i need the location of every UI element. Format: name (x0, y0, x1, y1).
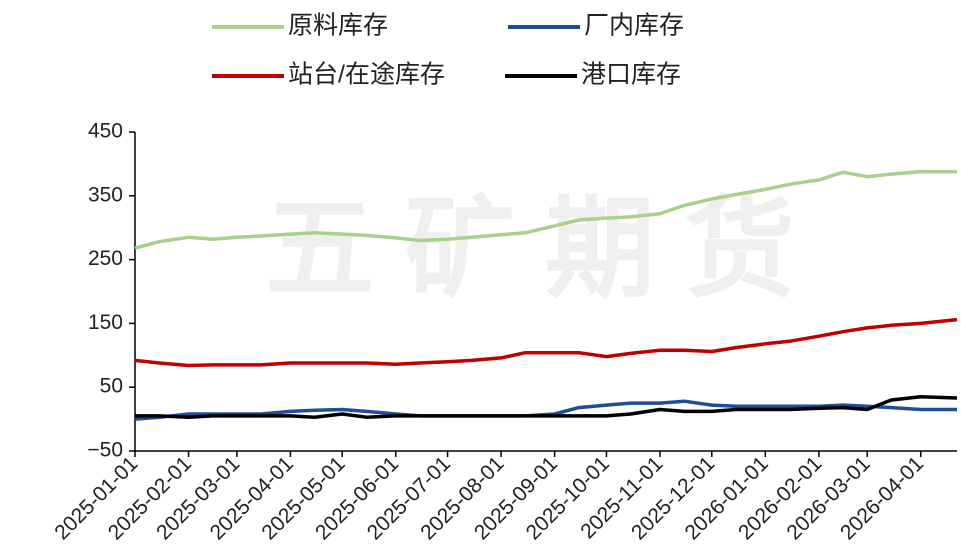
legend-label: 港口库存 (581, 61, 681, 89)
legend-label: 厂内库存 (584, 12, 684, 40)
y-tick-label: 250 (88, 247, 123, 270)
y-tick-label: 450 (88, 120, 123, 143)
y-tick-label: 350 (88, 183, 123, 206)
y-tick-label: −50 (87, 439, 123, 462)
legend-label: 站台/在途库存 (288, 61, 445, 89)
y-tick-label: 50 (100, 375, 123, 398)
series-line (135, 395, 958, 419)
y-tick-label: 150 (88, 311, 123, 334)
series-line (134, 317, 958, 368)
series-line (134, 169, 957, 250)
watermark: 五矿期货 (265, 188, 825, 311)
legend-label: 原料库存 (288, 12, 388, 40)
